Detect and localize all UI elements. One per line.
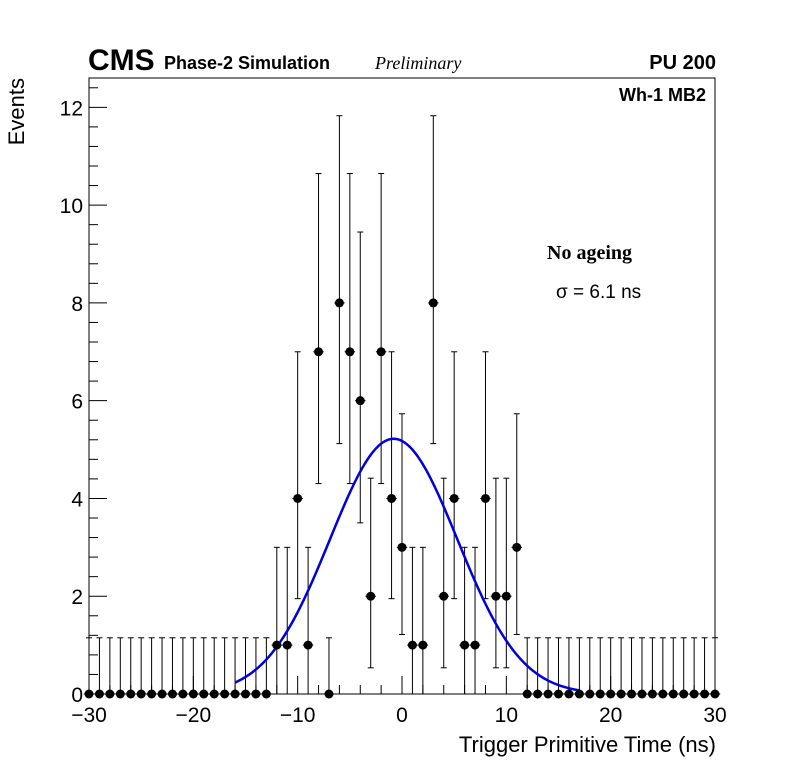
simulation-label: Phase-2 Simulation	[164, 53, 330, 73]
data-point	[355, 396, 365, 406]
x-tick-label: 0	[396, 704, 408, 727]
data-point	[188, 689, 198, 699]
data-point	[554, 689, 563, 699]
data-point	[616, 689, 626, 699]
data-point	[334, 298, 344, 308]
data-point	[533, 689, 543, 699]
sigma-label: σ = 6.1 ns	[556, 282, 641, 303]
data-point	[491, 591, 501, 601]
data-point	[251, 689, 261, 699]
data-point	[449, 493, 459, 503]
data-point	[147, 689, 157, 699]
data-point	[387, 493, 397, 503]
data-point	[397, 542, 407, 552]
data-point	[209, 689, 219, 699]
data-point	[230, 689, 240, 699]
data-point	[480, 493, 490, 503]
data-point	[470, 640, 480, 650]
data-point	[220, 689, 230, 699]
data-point	[303, 640, 313, 650]
data-point	[595, 689, 605, 699]
data-point	[627, 689, 637, 699]
y-tick-label: 2	[71, 586, 83, 609]
data-point	[668, 689, 678, 699]
data-point	[501, 591, 511, 601]
data-point	[574, 689, 584, 699]
data-point	[366, 591, 376, 601]
x-tick-label: 10	[495, 704, 518, 727]
data-point	[710, 689, 720, 699]
data-point	[324, 689, 334, 699]
data-point	[460, 640, 470, 650]
preliminary-label: Preliminary	[374, 53, 461, 73]
y-tick-label: 0	[71, 684, 83, 707]
data-point	[199, 689, 209, 699]
data-point	[345, 347, 355, 357]
data-points	[84, 298, 720, 699]
region-label: Wh-1 MB2	[619, 85, 706, 105]
gaussian-fit-line	[234, 437, 580, 692]
data-point	[637, 689, 647, 699]
data-point	[282, 640, 292, 650]
x-axis-title: Trigger Primitive Time (ns)	[459, 732, 716, 757]
y-tick-label: 10	[60, 195, 83, 218]
data-point	[647, 689, 657, 699]
x-tick-label: 20	[599, 704, 622, 727]
error-bars	[83, 115, 721, 695]
data-point	[585, 689, 595, 699]
x-tick-label: 30	[703, 704, 726, 727]
data-point	[314, 347, 324, 357]
tick-labels: −30 −20 −10 0 10 20 30 0 2 4 6 8 10 12	[60, 97, 727, 727]
data-point	[679, 689, 689, 699]
data-point	[105, 689, 115, 699]
data-point	[178, 689, 188, 699]
x-tick-label: −20	[176, 704, 212, 727]
data-point	[606, 689, 616, 699]
condition-label: No ageing	[547, 242, 632, 264]
data-point	[272, 640, 282, 650]
x-tick-label: −30	[71, 704, 107, 727]
y-tick-label: 12	[60, 97, 83, 120]
data-point	[564, 689, 574, 699]
data-point	[293, 493, 303, 503]
data-point	[689, 689, 699, 699]
data-point	[136, 689, 146, 699]
data-point	[512, 542, 522, 552]
data-point	[167, 689, 177, 699]
data-point	[543, 689, 553, 699]
data-point	[700, 689, 710, 699]
data-point	[157, 689, 167, 699]
pileup-label: PU 200	[649, 52, 716, 74]
y-tick-label: 8	[71, 293, 83, 316]
data-point	[94, 689, 104, 699]
x-tick-label: −10	[280, 704, 316, 727]
data-point	[126, 689, 136, 699]
y-tick-label: 6	[71, 391, 83, 414]
data-point	[376, 347, 386, 357]
data-point	[241, 689, 250, 699]
data-point	[115, 689, 125, 699]
y-axis-title: Events	[4, 78, 29, 145]
data-point	[439, 591, 449, 601]
data-point	[261, 689, 271, 699]
data-point	[428, 298, 438, 308]
cms-label: CMS	[88, 44, 155, 77]
data-point	[658, 689, 668, 699]
data-point	[407, 640, 417, 650]
y-tick-label: 4	[71, 488, 83, 511]
data-point	[522, 689, 532, 699]
data-point	[84, 689, 94, 699]
data-point	[418, 640, 428, 650]
